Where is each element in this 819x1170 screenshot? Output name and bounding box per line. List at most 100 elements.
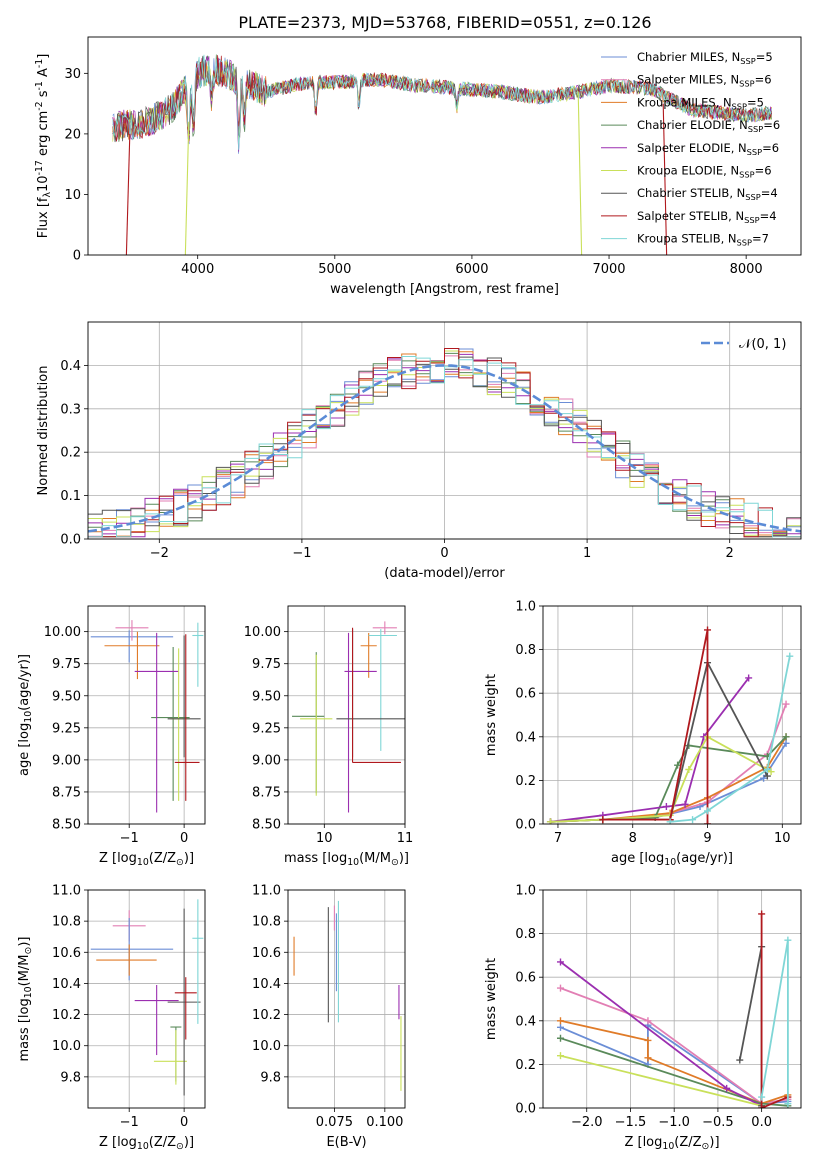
weight-point-marker xyxy=(556,1017,564,1025)
x-tick-label: −1 xyxy=(120,1115,139,1130)
axes-frame xyxy=(87,889,206,1109)
y-tick-label: 10.6 xyxy=(52,946,81,961)
y-tick-label: 11.0 xyxy=(252,884,281,899)
y-tick-label: 10.2 xyxy=(52,1008,81,1023)
y-axis-label: mass [log10(M/M⊙)] xyxy=(17,937,34,1062)
y-tick-label: 10.4 xyxy=(52,977,81,992)
spectrum-panel: 4000 5000 6000 7000 8000 0 10 20 30 wavelength [A… xyxy=(34,36,802,297)
weight-line xyxy=(550,736,787,823)
y-tick-label: 0.8 xyxy=(515,927,536,942)
y-tick-label: 9.00 xyxy=(52,753,81,768)
legend-label: Kroupa ELODIE, NSSP=6 xyxy=(637,164,772,180)
y-tick-label: 10.00 xyxy=(44,625,81,640)
weight-line xyxy=(550,677,750,823)
plot-area xyxy=(88,348,801,538)
weight-line xyxy=(760,939,789,1104)
x-tick-label: 11 xyxy=(397,831,414,846)
weight-point-marker xyxy=(556,1034,564,1042)
x-tick-label: 0.075 xyxy=(316,1115,353,1130)
y-axis-label: Normed distribution xyxy=(36,366,51,496)
y-tick-label: 10.00 xyxy=(244,625,281,640)
weight-point-marker xyxy=(556,1052,564,1060)
model-edge-line xyxy=(184,121,190,255)
legend-label: Chabrier MILES, NSSP=5 xyxy=(637,50,773,66)
weight-point-marker xyxy=(556,1023,564,1031)
weight-point-marker xyxy=(644,1017,652,1025)
x-tick-label: −1 xyxy=(120,831,139,846)
y-axis-label: mass weight xyxy=(484,674,499,756)
y-tick-label: 0.0 xyxy=(515,1102,536,1117)
legend-label: Salpeter STELIB, NSSP=4 xyxy=(637,209,777,225)
x-tick-label: 0 xyxy=(440,546,448,561)
x-axis-label: age [log10(age/yr)] xyxy=(611,851,733,868)
legend-label: Kroupa MILES, NSSP=5 xyxy=(637,95,764,111)
y-tick-label: 9.50 xyxy=(252,689,281,704)
x-tick-label: 5000 xyxy=(318,262,351,277)
y-tick-label: 10.0 xyxy=(252,1039,281,1054)
weight-point-marker xyxy=(681,800,689,808)
y-tick-label: 8.50 xyxy=(52,818,81,833)
axes-frame xyxy=(87,36,802,256)
legend-label: Kroupa STELIB, NSSP=7 xyxy=(637,232,769,248)
y-tick-label: 9.25 xyxy=(52,721,81,736)
y-tick-label: 9.8 xyxy=(260,1070,281,1085)
weight-line xyxy=(560,1054,762,1107)
x-tick-label: 8 xyxy=(629,831,637,846)
x-tick-label: 1 xyxy=(583,546,591,561)
weight-point-marker xyxy=(644,1054,652,1062)
x-tick-label: −2 xyxy=(150,546,169,561)
legend-label: Chabrier ELODIE, NSSP=6 xyxy=(637,118,780,134)
figure-title: PLATE=2373, MJD=53768, FIBERID=0551, z=0… xyxy=(238,13,651,32)
weight-line xyxy=(560,987,789,1105)
plot-area xyxy=(546,626,794,824)
weight-line xyxy=(760,914,789,1108)
y-tick-label: 8.75 xyxy=(52,785,81,800)
weight-point-marker xyxy=(767,768,775,776)
y-axis-label: mass weight xyxy=(484,958,499,1040)
y-tick-label: 11.0 xyxy=(52,884,81,899)
y-axis-label: age [log10(age/yr)] xyxy=(17,654,34,776)
y-tick-label: 1.0 xyxy=(515,884,536,899)
y-tick-label: 9.8 xyxy=(60,1070,81,1085)
y-tick-label: 8.50 xyxy=(252,818,281,833)
y-tick-label: 10.6 xyxy=(252,946,281,961)
y-tick-label: 9.75 xyxy=(52,657,81,672)
weight-point-marker xyxy=(662,803,670,811)
weight-point-marker xyxy=(556,958,564,966)
x-tick-label: 0 xyxy=(180,831,188,846)
legend-label: Salpeter ELODIE, NSSP=6 xyxy=(637,141,779,157)
y-tick-label: 0.6 xyxy=(515,971,536,986)
weight-point-marker xyxy=(599,816,607,824)
weight-line xyxy=(550,742,787,823)
y-tick-label: 1.0 xyxy=(515,600,536,615)
y-tick-label: 0.2 xyxy=(515,774,536,789)
weight-point-marker xyxy=(644,1036,652,1044)
model-edge-line xyxy=(577,91,583,255)
y-tick-label: 0.2 xyxy=(515,1058,536,1073)
y-tick-label: 10 xyxy=(64,188,81,203)
weight-point-marker xyxy=(784,1100,792,1108)
x-tick-label: 10 xyxy=(774,831,791,846)
weight-point-marker xyxy=(760,774,768,782)
y-tick-label: 0.1 xyxy=(60,489,81,504)
weight-point-marker xyxy=(685,766,693,773)
weight-line xyxy=(550,735,772,823)
x-tick-label: −1.0 xyxy=(658,1115,690,1130)
weight-point-marker xyxy=(546,818,554,824)
x-axis-label: E(B-V) xyxy=(326,1135,366,1150)
y-tick-label: 10.0 xyxy=(52,1039,81,1054)
legend-label: 𝒩(0, 1) xyxy=(739,337,786,352)
y-tick-label: 10.8 xyxy=(252,915,281,930)
axes-frame xyxy=(287,889,406,1109)
y-tick-label: 0.0 xyxy=(515,818,536,833)
x-tick-label: 0.0 xyxy=(751,1115,772,1130)
x-tick-label: −0.5 xyxy=(702,1115,734,1130)
weight-point-marker xyxy=(782,739,790,747)
y-tick-label: 10.2 xyxy=(252,1008,281,1023)
axes-frame xyxy=(287,605,406,825)
weight-line xyxy=(738,946,763,1106)
spectrum-line xyxy=(112,54,773,150)
weight-point-marker xyxy=(736,1056,744,1064)
y-tick-label: 9.25 xyxy=(252,721,281,736)
